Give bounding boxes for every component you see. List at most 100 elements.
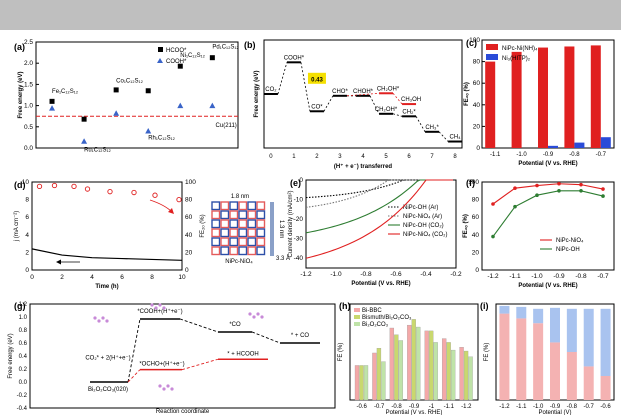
panel-label-b: (b)	[244, 40, 256, 50]
e-ytick-label: -10	[294, 197, 304, 204]
f-ytick-label: 0	[475, 267, 479, 274]
d-y2label: FE₂ₒ (%)	[200, 214, 206, 237]
b-branch-connector	[346, 92, 380, 97]
f-legend-label: NiPc-NiO₄	[556, 238, 584, 244]
d-current-line	[31, 248, 183, 261]
c-bar	[485, 61, 496, 148]
c-ytick-label: 100	[469, 37, 480, 44]
d-fe-point	[84, 186, 91, 192]
panel-label-i: (i)	[480, 301, 489, 311]
d-ytick-label: 0	[25, 267, 29, 274]
h-bar	[363, 365, 369, 401]
g-ytick-label: 1.0	[19, 315, 28, 321]
f-ylabel: FE₂ₒ (%)	[463, 214, 469, 238]
d-ytick-label: 4	[25, 232, 29, 239]
i-xtick-label: -0.6	[600, 404, 611, 410]
i-bar	[516, 306, 527, 319]
d-structure-cell	[211, 246, 221, 256]
e-legend-label: NiPc-OH (CO₂)	[403, 223, 444, 229]
d-structure-cell	[247, 246, 257, 256]
d-fe-point	[176, 196, 182, 203]
g-molecule-atom	[93, 316, 97, 320]
g-ytick-label: 0.2	[19, 367, 28, 373]
g-ytick-label: 0.4	[19, 354, 28, 360]
g-molecule-atom	[248, 312, 252, 316]
g-molecule-atom	[158, 384, 162, 388]
g-surface-label: Bi₂O₂CO₃(020)	[88, 387, 128, 393]
f-xtick-label: -0.7	[597, 273, 609, 280]
b-xlabel: (H⁺ + e⁻) transferred	[334, 163, 393, 170]
i-xlabel: Potential (V)	[538, 410, 571, 415]
a-catalyst-label: Pd₁C₁₂S₁₂	[212, 44, 239, 50]
b-connector	[415, 116, 426, 133]
a-legend-cooh-marker	[157, 58, 163, 63]
panel-label-d: (d)	[14, 180, 26, 190]
d-xtick-label: 0	[30, 274, 34, 281]
d-structure-side	[270, 202, 274, 256]
d-y2tick-label: 20	[185, 249, 193, 256]
d-fe-point	[131, 189, 137, 196]
a-catalyst-label: Ru₁C₁₂S₁₂	[84, 147, 111, 153]
d-ytick-label: 8	[25, 197, 29, 204]
h-xtick-label: -1.2	[461, 404, 472, 410]
g-ytick-label: 1.2	[19, 302, 28, 308]
d-y2tick-label: 0	[185, 267, 189, 274]
i-xtick-label: -1.0	[533, 404, 544, 410]
g-ytick-label: -0.4	[17, 406, 28, 412]
g-label-start: CO₂* + 2(H⁺+e⁻)	[85, 354, 130, 361]
d-dim-1: 1.8 nm	[231, 194, 249, 200]
a-catalyst-label: Cu(211)	[216, 123, 237, 129]
f-point	[513, 186, 517, 190]
g-molecule-atom	[158, 303, 162, 307]
d-structure-cell	[229, 228, 239, 238]
b-connector	[392, 113, 403, 117]
c-xtick-label: -0.7	[596, 152, 607, 158]
panel-label-f: (f)	[466, 178, 475, 188]
g-xlabel: Reaction coordinate	[156, 409, 210, 415]
d-fe-point	[107, 189, 113, 195]
h-bar	[433, 342, 438, 401]
d-structure-cell	[247, 210, 257, 220]
b-xtick-label: 7	[430, 154, 434, 160]
f-point	[557, 189, 561, 193]
d-xtick-label: 2	[60, 274, 64, 281]
i-bar	[533, 323, 544, 400]
e-ytick-label: 0	[299, 177, 303, 184]
f-point	[491, 234, 495, 239]
b-xtick-label: 6	[407, 154, 411, 160]
d-xtick-label: 6	[120, 274, 124, 281]
d-structure-cell	[211, 228, 221, 238]
a-catalyst-label: Ni₁C₁₂S₁₂	[180, 53, 205, 59]
d-structure-cell	[256, 237, 266, 247]
a-hcoo-point	[177, 63, 183, 69]
h-bar	[381, 361, 386, 401]
d-structure-cell	[211, 219, 221, 229]
d-arrow-right-head	[168, 208, 174, 214]
d-structure-cell	[247, 237, 257, 247]
c-bar	[511, 51, 522, 148]
a-ytick-label: 1.0	[24, 103, 33, 110]
h-bar	[407, 324, 412, 401]
d-dim-2: 1.3 nm	[278, 220, 284, 238]
b-level-label: CH₃*	[425, 125, 439, 131]
panel-label-c: (c)	[466, 38, 477, 48]
a-ytick-label: 0.0	[24, 145, 33, 152]
b-branch-label: CH₂OH*	[377, 86, 400, 92]
h-bar	[416, 326, 421, 401]
h-xtick-label: -0.7	[374, 404, 385, 410]
c-legend-blue-swatch	[486, 54, 498, 60]
g-red-connector	[127, 369, 141, 383]
b-level-label: CH₄	[450, 135, 462, 141]
c-legend-blue: Ni₃(HITP)₂	[502, 56, 531, 62]
c-xlabel: Potential (V vs. RHE)	[518, 161, 577, 167]
c-bar	[548, 145, 558, 148]
d-xtick-label: 4	[90, 274, 94, 281]
f-legend-label: NiPc-OH	[556, 247, 580, 253]
f-point	[601, 194, 605, 198]
b-level-label: COOH*	[284, 55, 305, 61]
e-ytick-label: -20	[294, 216, 304, 223]
b-level-label: CHOH*	[353, 89, 374, 95]
a-catalyst-label: Fe₁C₁₂S₁₂	[52, 89, 79, 95]
